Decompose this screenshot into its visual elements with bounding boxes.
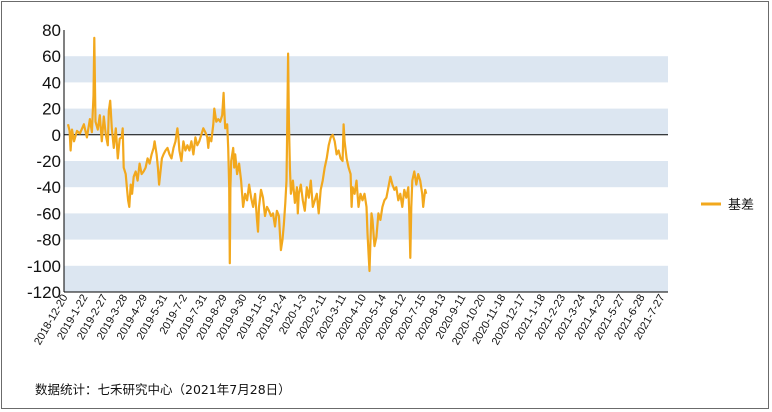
- y-tick-label: -60: [36, 204, 61, 223]
- series-layer: [66, 36, 428, 273]
- y-tick-label: 60: [42, 47, 61, 66]
- grid-band-1: [64, 108, 668, 135]
- grid-band-0: [64, 56, 668, 83]
- source-note: 数据统计：七禾研究中心（2021年7月28日）: [35, 382, 291, 397]
- y-tick-label: -40: [36, 178, 61, 197]
- series-line-0: [66, 36, 428, 273]
- x-axis: 2018-12-202019-1-222019-2-272019-3-28201…: [32, 291, 668, 347]
- y-tick-label: -120: [27, 283, 61, 302]
- y-tick-label: 20: [42, 100, 61, 119]
- y-axis: 80 60 40 20 0 -20 -40 -60 -80 -100 -120: [27, 21, 65, 302]
- y-tick-label: 0: [52, 126, 61, 145]
- background-bands: [64, 56, 668, 292]
- y-tick-label: -80: [36, 231, 61, 250]
- legend-label: 基差: [728, 198, 754, 213]
- legend: 基差: [701, 198, 754, 213]
- grid-band-4: [64, 265, 668, 292]
- grid-band-2: [64, 161, 668, 188]
- y-tick-label: -20: [36, 152, 61, 171]
- y-tick-label: 40: [42, 73, 61, 92]
- y-tick-label: 80: [42, 21, 61, 40]
- y-tick-label: -100: [27, 257, 61, 276]
